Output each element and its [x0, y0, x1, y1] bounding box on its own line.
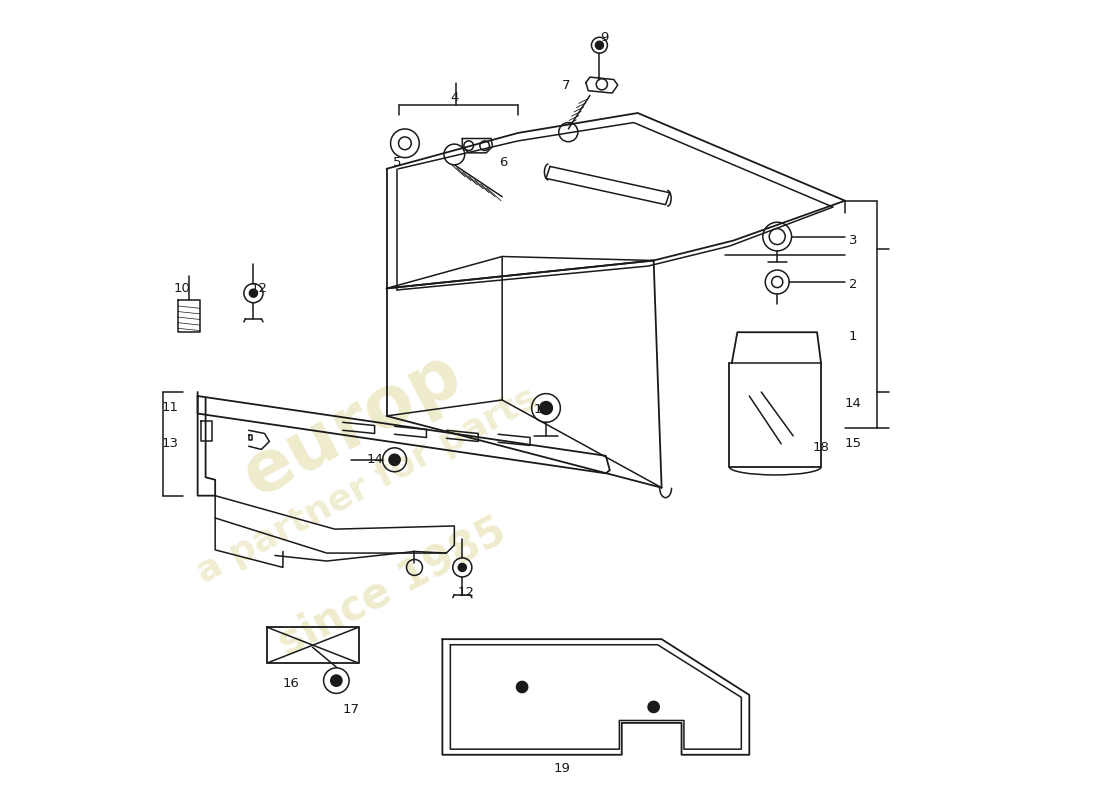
Text: 19: 19: [553, 762, 571, 775]
Text: 9: 9: [600, 30, 608, 44]
Text: 14: 14: [845, 398, 861, 410]
Text: 2: 2: [849, 278, 857, 291]
Circle shape: [595, 42, 604, 50]
Text: 11: 11: [162, 402, 178, 414]
Text: 6: 6: [499, 156, 508, 169]
Text: europ: europ: [231, 338, 473, 510]
Text: 4: 4: [450, 90, 459, 103]
Text: 1: 1: [849, 330, 857, 342]
Text: 10: 10: [173, 282, 190, 295]
Text: 15: 15: [534, 403, 550, 416]
Text: 5: 5: [393, 156, 402, 169]
Circle shape: [540, 402, 552, 414]
Circle shape: [389, 454, 400, 466]
Circle shape: [250, 289, 257, 297]
Text: 15: 15: [845, 438, 861, 450]
Text: since 1985: since 1985: [271, 509, 513, 664]
Text: 13: 13: [162, 438, 178, 450]
Text: 18: 18: [813, 442, 829, 454]
Text: 16: 16: [283, 677, 299, 690]
Text: 12: 12: [458, 586, 475, 599]
Text: 7: 7: [562, 78, 570, 91]
Circle shape: [517, 682, 528, 693]
Circle shape: [459, 563, 466, 571]
Circle shape: [648, 702, 659, 713]
Text: 14: 14: [366, 454, 383, 466]
Text: 17: 17: [342, 703, 360, 716]
Circle shape: [331, 675, 342, 686]
Text: 3: 3: [849, 234, 857, 247]
Text: a partner for parts: a partner for parts: [191, 382, 543, 590]
Text: 12: 12: [251, 282, 267, 295]
